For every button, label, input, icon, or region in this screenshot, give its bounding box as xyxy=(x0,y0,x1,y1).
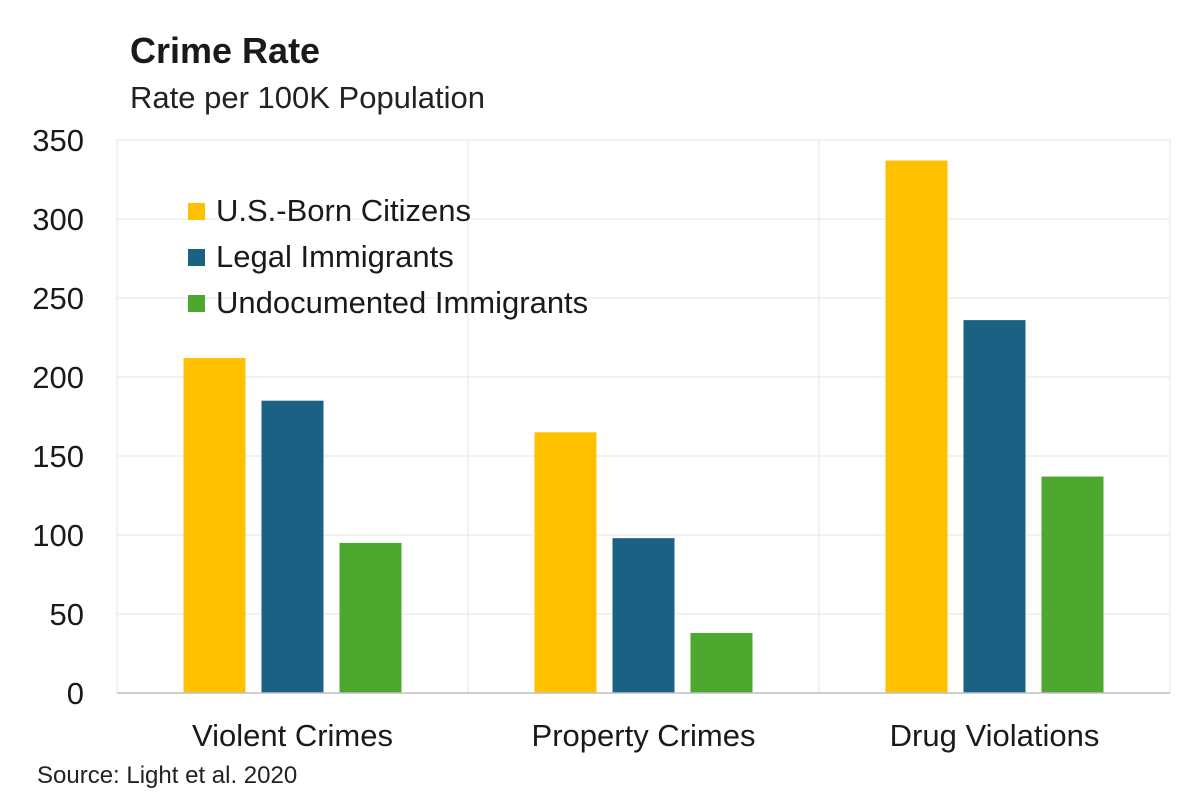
y-tick-label: 350 xyxy=(32,123,84,158)
bars xyxy=(183,160,1104,694)
bar xyxy=(612,538,675,693)
y-tick-label: 300 xyxy=(32,202,84,237)
legend-label: Undocumented Immigrants xyxy=(216,285,589,320)
bar xyxy=(963,320,1026,693)
bar xyxy=(885,160,948,694)
source-note: Source: Light et al. 2020 xyxy=(37,762,298,789)
y-tick-label: 50 xyxy=(50,597,84,632)
y-tick-label: 250 xyxy=(32,281,84,316)
legend-swatch-legal xyxy=(188,248,205,266)
legend-item: Undocumented Immigrants xyxy=(188,280,588,326)
chart-title: Crime Rate xyxy=(130,30,321,71)
legend: U.S.-Born Citizens Legal Immigrants Undo… xyxy=(188,188,588,326)
bar xyxy=(690,632,753,693)
legend-item: U.S.-Born Citizens xyxy=(188,188,588,234)
x-tick-label: Property Crimes xyxy=(532,718,756,753)
bar xyxy=(183,358,246,693)
legend-label: U.S.-Born Citizens xyxy=(216,193,471,228)
bar xyxy=(261,400,324,693)
bar xyxy=(339,542,402,693)
legend-item: Legal Immigrants xyxy=(188,234,588,280)
x-tick-label: Violent Crimes xyxy=(192,718,393,753)
axes: 0 50 100 150 200 250 300 350 Violent Crimes Prope… xyxy=(32,123,1170,753)
y-tick-label: 150 xyxy=(32,439,84,474)
y-tick-label: 100 xyxy=(32,518,84,553)
chart-subtitle: Rate per 100K Population xyxy=(130,80,486,115)
legend-swatch-undocumented xyxy=(188,294,205,312)
y-tick-label: 200 xyxy=(32,360,84,395)
x-tick-label: Drug Violations xyxy=(890,718,1100,753)
y-tick-label: 0 xyxy=(67,676,84,711)
legend-swatch-us-born xyxy=(188,202,205,220)
bar xyxy=(534,432,597,693)
legend-label: Legal Immigrants xyxy=(216,239,454,274)
bar xyxy=(1041,476,1104,693)
